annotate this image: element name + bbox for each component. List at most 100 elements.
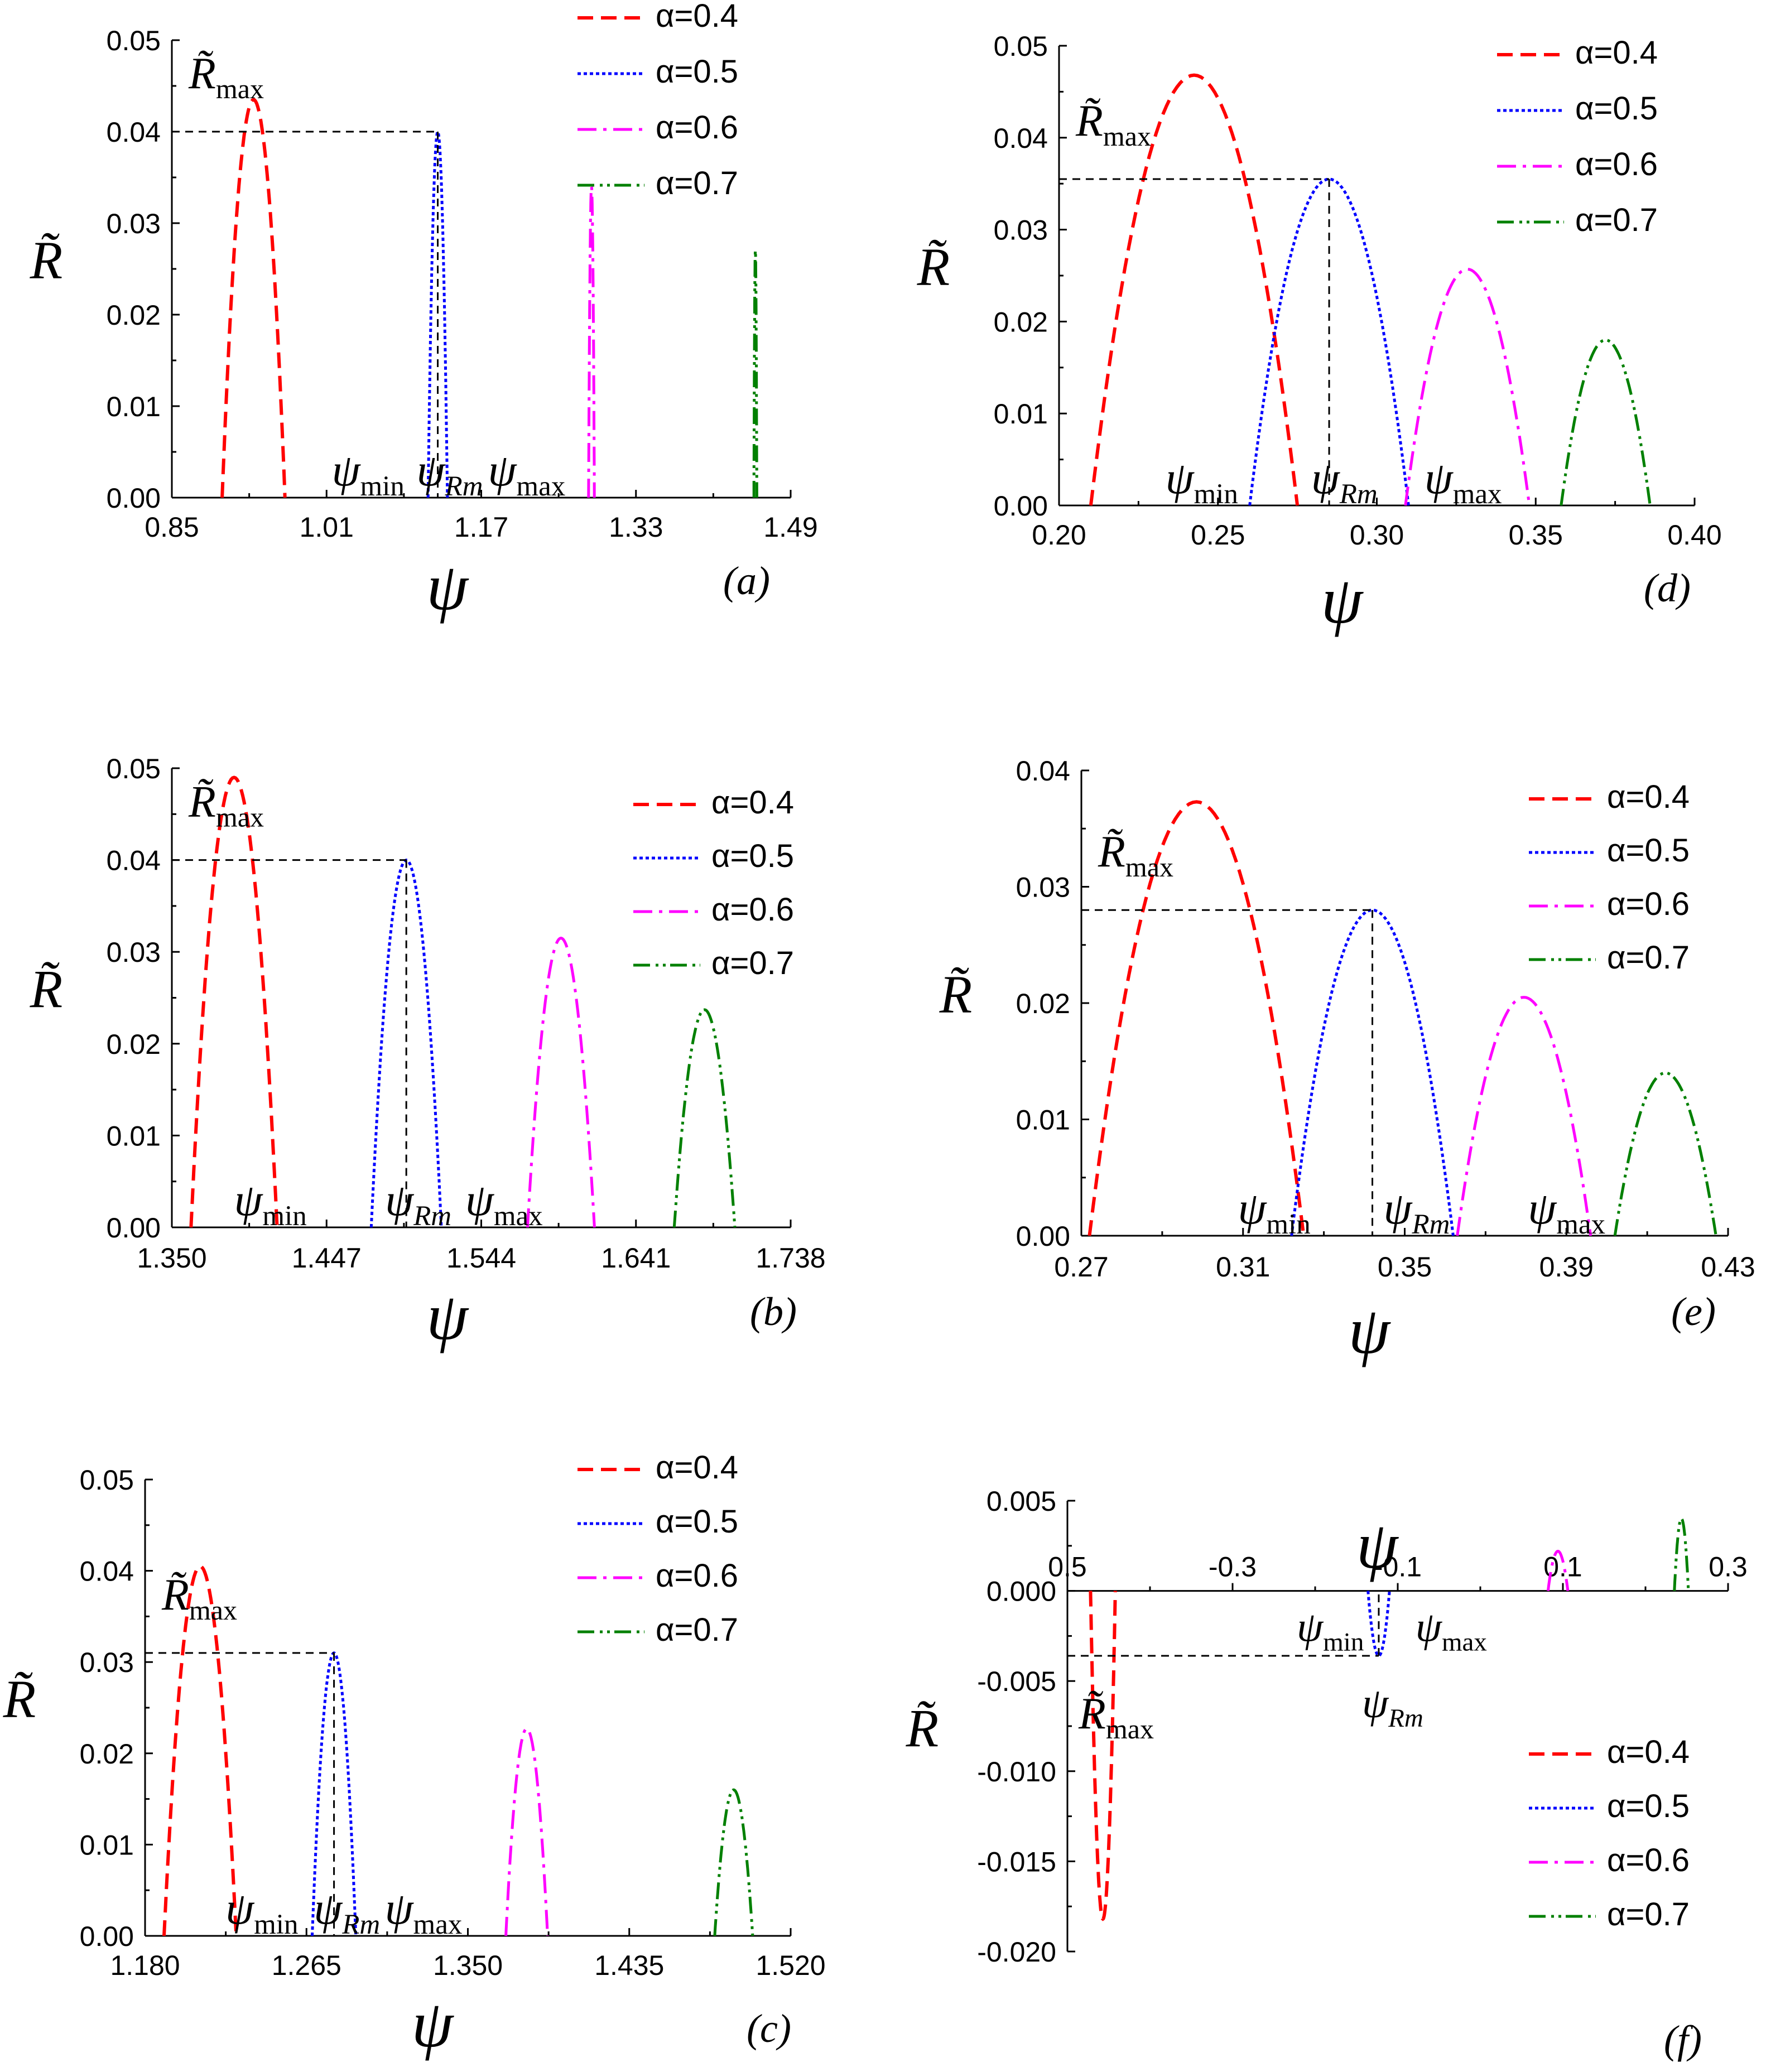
psi-max-label: ψmax	[1528, 1183, 1605, 1240]
y-tick-label: 0.05	[107, 25, 161, 56]
psi-min-label: ψmin	[234, 1174, 306, 1232]
x-tick-label: 0.25	[1191, 519, 1245, 551]
x-tick-label: 1.01	[300, 512, 354, 543]
series-line-4	[713, 1788, 754, 1936]
y-axis-title: R̃	[939, 965, 973, 1024]
legend-label-4: α=0.7	[1607, 939, 1690, 976]
y-tick-label: 0.03	[107, 937, 161, 968]
x-tick-label: 0.35	[1509, 519, 1563, 551]
legend-label-1: α=0.4	[656, 0, 738, 34]
psi-max-label: ψmax	[1425, 452, 1502, 510]
legend-label-4: α=0.7	[1575, 202, 1658, 238]
y-tick-label: 0.02	[107, 1029, 161, 1060]
y-tick-label: -0.015	[977, 1846, 1056, 1877]
series-line-4	[672, 1008, 737, 1228]
x-axis-title: ψ	[1321, 563, 1364, 637]
r-max-label: R̃max	[1075, 97, 1151, 152]
y-axis-title: R̃	[3, 1669, 36, 1728]
legend-label-2: α=0.5	[1607, 1788, 1690, 1824]
y-tick-label: 0.04	[107, 117, 161, 148]
x-tick-label: 0.31	[1216, 1251, 1270, 1283]
y-tick-label: 0.00	[107, 1212, 161, 1244]
panel-b: 0.00 0.01 0.02 0.03 0.04 0.05 1.350 1.447 1.544 1…	[30, 753, 826, 1353]
series-line-4	[1560, 338, 1652, 506]
legend-label-2: α=0.5	[711, 838, 794, 874]
r-max-label: R̃max	[1078, 1689, 1154, 1745]
y-tick-label: 0.03	[1016, 872, 1070, 903]
legend-label-1: α=0.4	[656, 1449, 738, 1486]
series-line-1	[162, 1564, 238, 1936]
x-tick-label: 0.85	[145, 512, 199, 543]
panel-f: -0.020 -0.015 -0.010 -0.005 0.000 0.005 0.5 -0.…	[906, 1486, 1748, 2062]
y-tick-label: -0.020	[977, 1936, 1056, 1968]
y-tick-label: 0.03	[107, 208, 161, 239]
legend-label-2: α=0.5	[1607, 832, 1690, 869]
x-tick-label: 0.5	[1048, 1551, 1087, 1583]
y-tick-label: -0.010	[977, 1756, 1056, 1787]
x-tick-label: 1.350	[137, 1242, 206, 1274]
panel-label: (f)	[1664, 2017, 1702, 2062]
series-line-3	[587, 186, 596, 498]
x-axis-title: ψ	[1356, 1508, 1399, 1582]
r-max-label: R̃max	[188, 778, 264, 833]
y-axis-title: R̃	[917, 237, 950, 296]
x-tick-label: 1.33	[609, 512, 663, 543]
legend-label-2: α=0.5	[656, 54, 738, 90]
series-line-1	[1087, 800, 1306, 1236]
x-tick-label: 0.39	[1539, 1251, 1594, 1283]
y-tick-label: 0.05	[107, 753, 161, 784]
psi-rm-label: ψRm	[1384, 1183, 1450, 1240]
r-max-label: R̃max	[1098, 827, 1173, 883]
panel-label: (b)	[750, 1289, 797, 1334]
legend-label-1: α=0.4	[1607, 1734, 1690, 1770]
y-tick-label: 0.04	[80, 1556, 134, 1587]
psi-min-label: ψmin	[332, 445, 405, 502]
legend-label-4: α=0.7	[711, 945, 794, 981]
r-max-label: R̃max	[188, 49, 264, 104]
y-axis-title: R̃	[906, 1698, 939, 1758]
panel-label: (d)	[1644, 566, 1691, 610]
psi-min-label: ψmin	[225, 1883, 298, 1940]
y-tick-label: 0.005	[987, 1486, 1056, 1517]
x-tick-label: 0.43	[1701, 1251, 1755, 1283]
psi-rm-label: ψRm	[314, 1883, 380, 1940]
x-tick-label: 1.447	[292, 1242, 362, 1274]
x-axis-title: ψ	[426, 550, 469, 624]
x-tick-label: 0.40	[1667, 519, 1721, 551]
y-tick-label: 0.00	[1016, 1221, 1070, 1252]
y-tick-label: 0.04	[994, 123, 1048, 154]
y-tick-label: 0.02	[1016, 988, 1070, 1019]
x-tick-label: -0.3	[1209, 1551, 1257, 1583]
psi-rm-label: ψRm	[417, 445, 483, 502]
panel-c: 0.00 0.01 0.02 0.03 0.04 0.05 1.180 1.265 1.350 1…	[3, 1449, 826, 2061]
x-tick-label: 1.17	[454, 512, 508, 543]
legend-label-1: α=0.4	[711, 784, 794, 821]
x-axis-title: ψ	[426, 1279, 469, 1353]
psi-rm-label: ψRm	[385, 1174, 451, 1232]
r-max-label: R̃max	[161, 1570, 237, 1626]
legend-label-1: α=0.4	[1607, 779, 1690, 815]
y-tick-label: -0.005	[977, 1666, 1056, 1697]
y-tick-label: 0.02	[107, 300, 161, 331]
series-line-4	[1673, 1517, 1690, 1591]
y-tick-label: 0.04	[1016, 755, 1070, 787]
y-tick-label: 0.03	[80, 1647, 134, 1678]
x-tick-label: 1.738	[756, 1242, 825, 1274]
psi-max-label: ψmax	[1416, 1604, 1487, 1657]
x-axis-title: ψ	[412, 1987, 455, 2061]
x-tick-label: 1.435	[594, 1950, 664, 1981]
psi-max-label: ψmax	[488, 445, 565, 502]
x-tick-label: 1.350	[433, 1950, 503, 1981]
psi-rm-label: ψRm	[1311, 452, 1378, 510]
legend-label-3: α=0.6	[1607, 1842, 1690, 1878]
legend-label-1: α=0.4	[1575, 35, 1658, 71]
x-tick-label: 1.544	[446, 1242, 516, 1274]
panel-e: 0.00 0.01 0.02 0.03 0.04 0.27 0.31 0.35 0.39 0.43…	[939, 755, 1755, 1367]
legend-label-3: α=0.6	[656, 109, 738, 146]
y-axis-title: R̃	[30, 959, 63, 1019]
psi-min-label: ψmin	[1238, 1183, 1310, 1240]
series-line-3	[1546, 1549, 1570, 1591]
panel-label: (e)	[1671, 1289, 1716, 1334]
legend-label-3: α=0.6	[711, 892, 794, 928]
x-tick-label: 1.641	[601, 1242, 671, 1274]
